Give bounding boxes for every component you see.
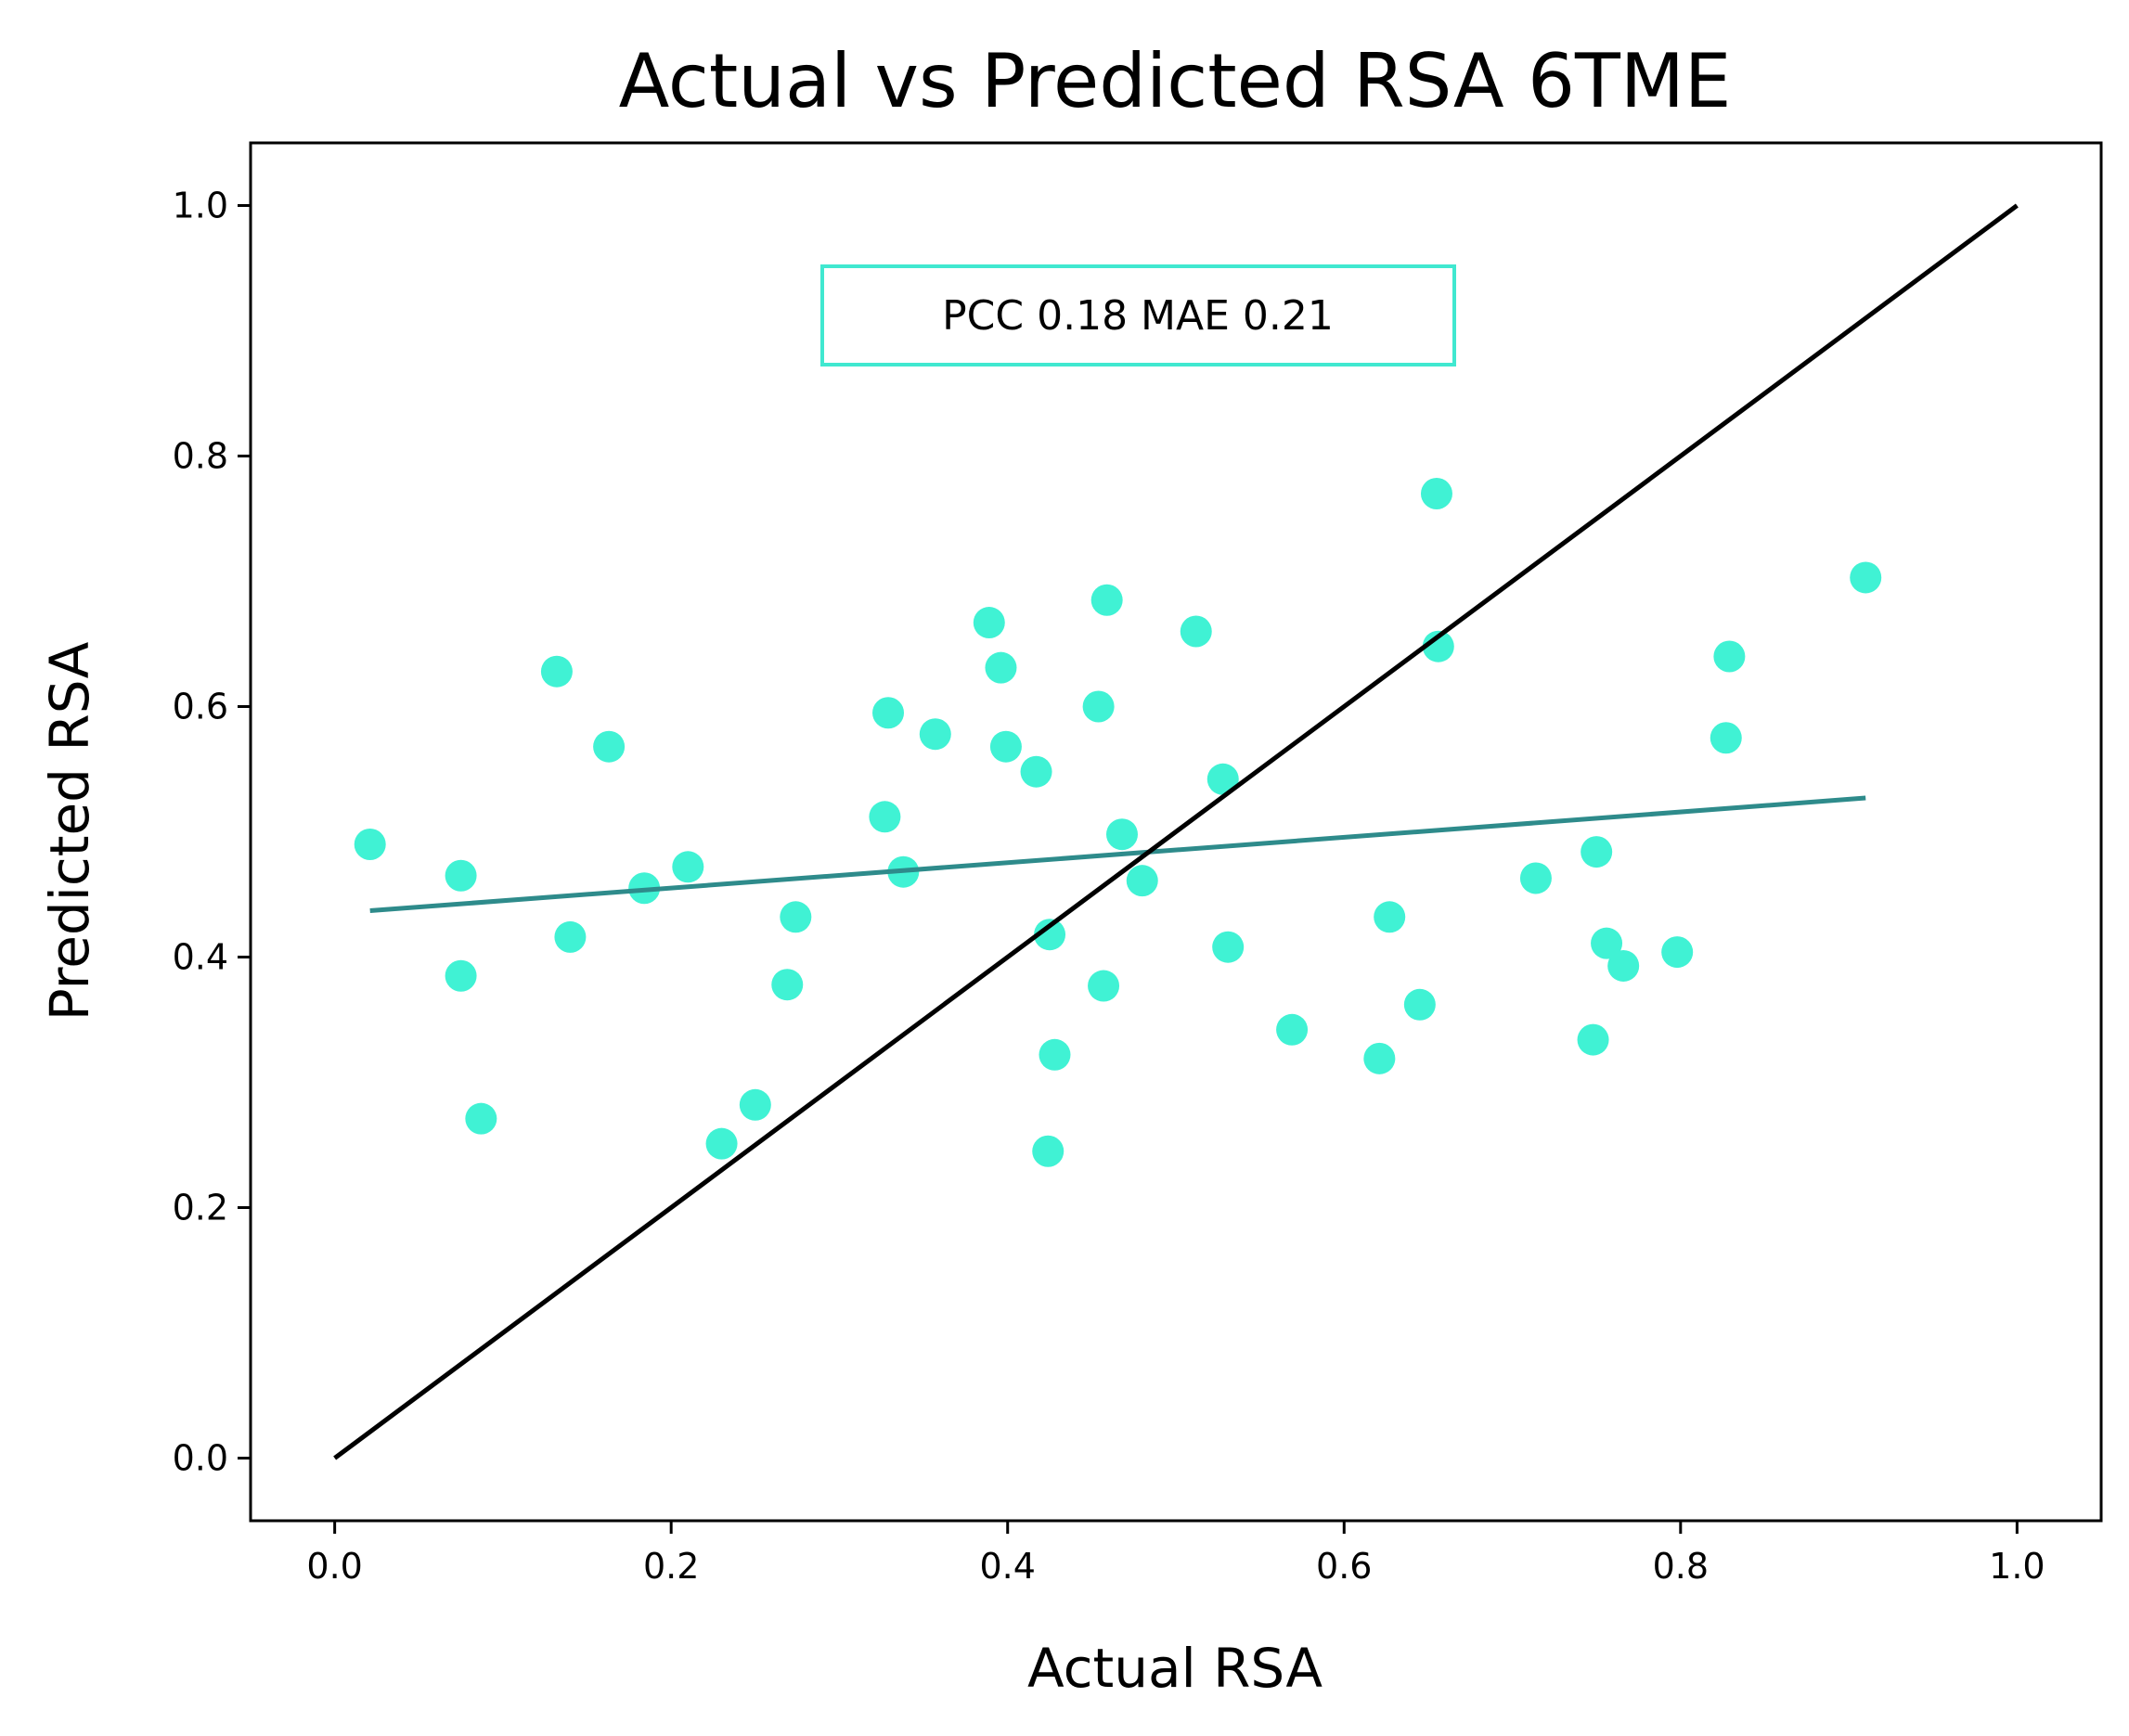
data-point-29 [1180,615,1212,648]
data-point-17 [973,607,1005,639]
y-axis-label: Predicted RSA [38,641,101,1021]
data-point-22 [1034,919,1066,951]
x-axis-ticks: 0.0 0.2 0.4 0.6 0.8 1.0 [306,1521,2045,1587]
data-point-6 [593,730,626,763]
data-point-28 [1126,865,1158,897]
y-axis-ticks: 0.0 0.2 0.4 0.6 0.8 1.0 [173,186,251,1479]
data-point-43 [1661,936,1694,969]
data-point-13 [869,801,901,833]
data-point-27 [1105,818,1138,851]
data-point-39 [1577,1023,1609,1056]
chart-title: Actual vs Predicted RSA 6TME [619,38,1732,124]
x-tick-label-3: 0.6 [1316,1546,1372,1587]
data-point-40 [1581,836,1613,868]
data-point-16 [919,718,951,751]
data-point-25 [1088,970,1120,1002]
data-point-42 [1607,949,1640,982]
data-point-41 [1591,927,1623,959]
data-point-36 [1420,478,1452,509]
data-point-35 [1403,988,1436,1021]
data-point-19 [989,730,1022,763]
identity-line [333,203,2019,1460]
data-point-30 [1206,763,1239,795]
y-tick-label-4: 0.8 [173,436,228,477]
x-tick-label-0: 0.0 [306,1546,362,1587]
data-point-38 [1519,862,1552,894]
x-tick-label-2: 0.4 [980,1546,1036,1587]
x-tick-label-4: 0.8 [1653,1546,1709,1587]
data-point-0 [354,829,386,860]
data-point-1 [445,859,477,892]
data-point-8 [672,851,704,883]
data-point-46 [1850,561,1882,594]
data-point-3 [465,1102,497,1135]
data-point-34 [1374,901,1406,933]
data-point-12 [780,901,812,933]
annotation-box: PCC 0.18 MAE 0.21 [820,264,1456,366]
y-tick-label-3: 0.6 [173,687,228,727]
y-tick-label-2: 0.4 [173,937,228,978]
annotation-border [820,264,1456,366]
data-point-10 [739,1088,771,1121]
data-point-32 [1276,1013,1309,1046]
data-point-24 [1082,690,1115,723]
data-point-21 [1032,1135,1064,1167]
data-point-45 [1713,640,1746,673]
y-tick-label-1: 0.2 [173,1188,228,1228]
y-tick-label-5: 1.0 [173,186,228,226]
data-point-11 [771,969,804,1001]
data-point-31 [1212,931,1245,963]
data-point-4 [540,655,573,688]
data-point-2 [445,959,477,992]
data-point-20 [1020,755,1052,788]
annotation-text: PCC 0.18 MAE 0.21 [942,292,1334,340]
y-tick-label-0: 0.0 [173,1438,228,1479]
data-point-23 [1039,1038,1071,1071]
x-tick-label-1: 0.2 [643,1546,699,1587]
data-point-44 [1710,722,1742,754]
fit-line [369,795,1866,914]
x-axis-label: Actual RSA [1027,1637,1323,1700]
data-point-5 [554,920,587,953]
x-tick-label-5: 1.0 [1989,1546,2045,1587]
plot-marks [333,203,2019,1460]
data-point-26 [1090,584,1123,616]
data-point-37 [1422,630,1454,662]
plot-area-frame [249,141,2103,1523]
data-point-18 [985,651,1017,684]
data-point-14 [872,697,905,729]
data-point-9 [705,1127,738,1160]
data-point-33 [1363,1042,1396,1074]
